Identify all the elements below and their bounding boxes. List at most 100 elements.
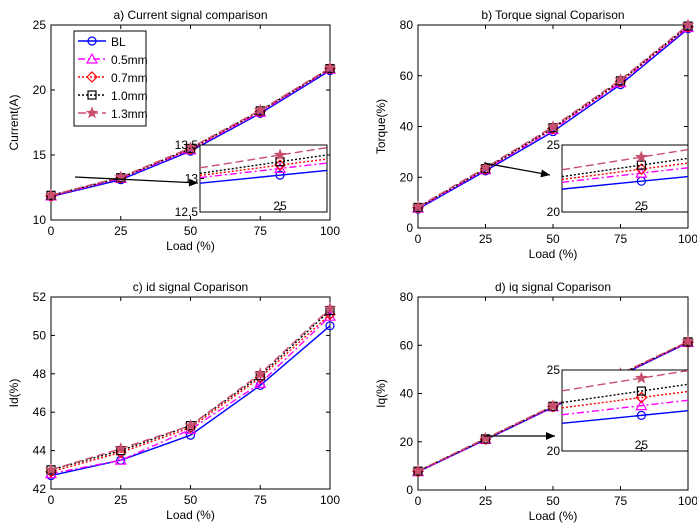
data-point: [44, 463, 58, 476]
legend-label: BL: [111, 35, 126, 49]
x-tick-label: 100: [320, 224, 340, 238]
inset-data-point: [635, 163, 648, 175]
inset-series-line: [561, 383, 689, 404]
inset-x-tick-label: 25: [273, 199, 287, 213]
x-axis-label: Load (%): [529, 247, 578, 261]
chart-title: b) Torque signal Coparison: [481, 8, 624, 22]
y-tick-label: 0: [406, 221, 413, 235]
inset-data-point: [275, 170, 285, 180]
inset-y-tick-label: 13.5: [175, 138, 199, 152]
data-point: [185, 430, 196, 440]
data-point: [681, 18, 695, 31]
inset-data-point: [274, 159, 286, 171]
chart-title: c) id signal Coparison: [133, 280, 248, 294]
inset-series-line: [199, 146, 328, 169]
x-tick-label: 100: [678, 494, 697, 508]
legend-marker: [87, 90, 97, 100]
x-tick-label: 25: [479, 232, 493, 246]
inset-zoom: 20 25 25: [547, 138, 689, 219]
inset-series-line: [199, 162, 328, 179]
chart-title: a) Current signal comparison: [113, 8, 267, 22]
zoom-arrowhead: [546, 432, 555, 440]
inset-series-line: [561, 167, 689, 183]
y-tick-label: 0: [406, 483, 413, 497]
x-tick-label: 50: [546, 232, 560, 246]
inset-series-line: [561, 369, 689, 392]
y-tick-label: 40: [400, 387, 414, 401]
plot-area: [50, 296, 331, 490]
chart-panel-2: b) Torque signal Coparison Load (%) Torque…: [374, 8, 697, 261]
inset-series-line: [561, 162, 689, 181]
y-tick-label: 60: [400, 338, 414, 352]
series-line: [50, 68, 331, 197]
legend-label: 0.7mm: [111, 71, 148, 85]
chart-panel-4: d) iq signal Coparison Load (%) Iq(%) 0 25 50…: [374, 280, 697, 523]
inset-data-point: [635, 371, 648, 384]
x-axis-label: Load (%): [166, 508, 215, 522]
inset-series-line: [561, 175, 689, 190]
x-tick-label: 50: [184, 493, 198, 507]
x-tick-label: 100: [678, 232, 697, 246]
data-point: [114, 442, 128, 455]
zoom-arrowhead: [540, 169, 550, 178]
x-axis-label: Load (%): [166, 239, 215, 253]
chart-panel-1: a) Current signal comparison Load (%) Curr…: [7, 8, 340, 253]
series-1.3mm: [411, 18, 695, 213]
y-tick-label: 44: [33, 444, 47, 458]
y-tick-label: 50: [33, 328, 47, 342]
series-1.3mm: [44, 301, 337, 476]
data-point: [44, 188, 58, 201]
series-1.3mm: [411, 334, 695, 477]
inset-x-tick-label: 25: [635, 438, 649, 452]
data-point: [681, 334, 695, 347]
inset-series-line: [199, 169, 328, 184]
series-line: [50, 313, 331, 473]
inset-data-point: [635, 150, 648, 163]
data-point: [184, 141, 197, 154]
y-tick-label: 60: [400, 69, 414, 83]
inset-box: [561, 369, 689, 452]
inset-data-point: [635, 399, 648, 411]
y-tick-label: 42: [33, 482, 47, 496]
inset-x-tick-label: 25: [635, 199, 649, 213]
y-tick-label: 15: [33, 148, 47, 162]
y-axis-label: Current(A): [7, 94, 21, 150]
y-axis-label: Torque(%): [374, 99, 388, 154]
y-tick-label: 46: [33, 405, 47, 419]
data-point: [254, 377, 267, 388]
chart-panel-3: c) id signal Coparison Load (%) Id(%) 0 25 50…: [7, 280, 340, 522]
data-point: [411, 200, 425, 213]
y-tick-label: 48: [33, 367, 47, 381]
x-tick-label: 0: [48, 224, 55, 238]
y-tick-label: 80: [400, 18, 414, 32]
x-tick-label: 50: [184, 224, 198, 238]
x-tick-label: 0: [48, 493, 55, 507]
x-tick-label: 50: [546, 494, 560, 508]
inset-data-point: [636, 160, 646, 170]
y-tick-label: 20: [400, 435, 414, 449]
data-point: [614, 73, 627, 86]
inset-data-point: [636, 410, 646, 420]
inset-box: [199, 144, 328, 213]
legend-box: [73, 30, 147, 127]
series-line: [50, 69, 331, 198]
data-point: [184, 418, 197, 432]
legend-marker: [86, 71, 98, 83]
x-tick-label: 75: [614, 232, 628, 246]
y-tick-label: 80: [400, 290, 414, 304]
inset-zoom: 20 25 25: [547, 363, 689, 458]
data-point: [479, 160, 492, 174]
series-line: [50, 315, 331, 475]
x-tick-label: 25: [114, 493, 128, 507]
zoom-arrowhead: [188, 178, 198, 187]
inset-data-point: [635, 166, 648, 178]
series-line: [50, 309, 331, 471]
data-point: [411, 464, 425, 477]
legend-marker: [85, 106, 99, 119]
data-point: [546, 120, 560, 133]
data-point: [325, 321, 335, 331]
zoom-arrow: [483, 162, 551, 176]
inset-y-tick-label: 25: [547, 363, 561, 377]
